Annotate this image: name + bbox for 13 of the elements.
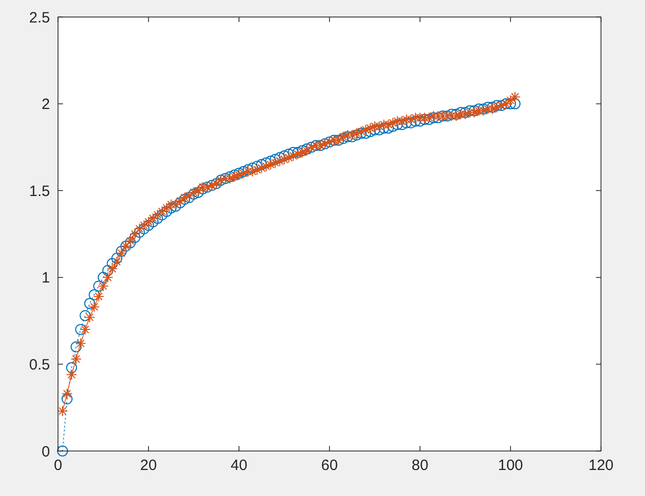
x-tick-label: 60 [321, 457, 338, 474]
y-tick-label: 2.5 [29, 9, 50, 26]
x-tick-label: 80 [412, 457, 428, 474]
x-tick-label: 120 [588, 457, 614, 474]
y-tick-label: 0 [42, 443, 50, 460]
y-tick-label: 2 [42, 96, 50, 114]
y-tick-label: 0.5 [29, 356, 50, 374]
x-tick-label: 40 [230, 457, 248, 474]
y-tick-label: 1 [42, 270, 50, 287]
x-tick-label: 0 [54, 457, 62, 474]
y-tick-label: 1.5 [29, 182, 50, 200]
x-tick-label: 20 [140, 457, 157, 474]
x-tick-label: 100 [498, 457, 524, 474]
